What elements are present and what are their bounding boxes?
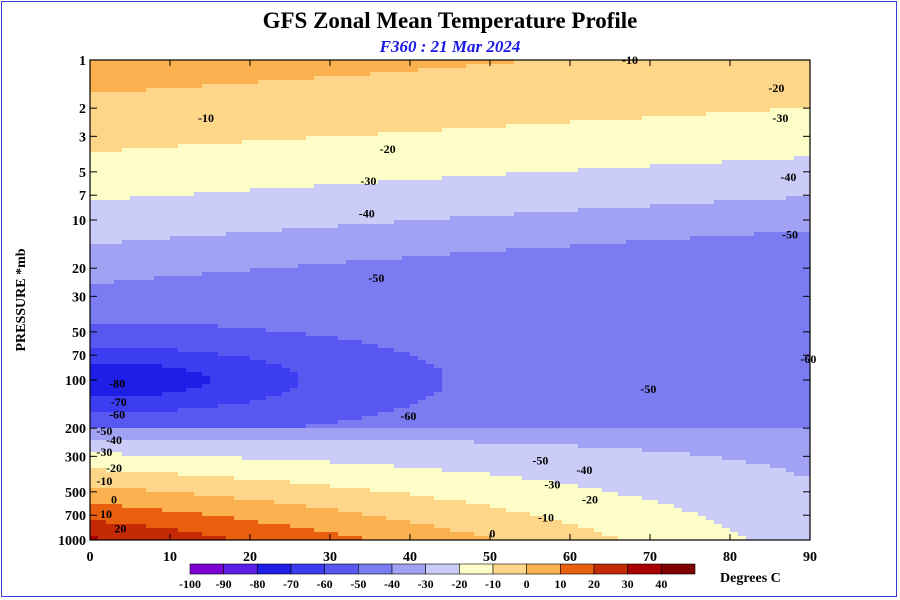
contour-label: -50 xyxy=(782,227,798,241)
colorbar-tick-label: -80 xyxy=(249,577,265,591)
y-tick-label: 2 xyxy=(79,102,86,117)
x-tick-label: 70 xyxy=(643,550,657,565)
contour-label: -30 xyxy=(96,445,112,459)
y-tick-label: 50 xyxy=(72,326,86,341)
y-tick-label: 100 xyxy=(65,374,86,389)
contour-label: -20 xyxy=(106,461,122,475)
contour-label: 0 xyxy=(489,526,495,540)
colorbar-tick-label: -30 xyxy=(418,577,434,591)
plot-border xyxy=(89,59,811,541)
colorbar-tick-label: -50 xyxy=(350,577,366,591)
contour-label: -70 xyxy=(111,395,127,409)
contour-label: -60 xyxy=(400,409,416,423)
contour-label: -40 xyxy=(576,463,592,477)
contour-label: -40 xyxy=(359,206,375,220)
colorbar-swatch xyxy=(189,563,224,575)
contour-label: 10 xyxy=(100,507,112,521)
y-tick-label: 700 xyxy=(65,509,86,524)
contour-label: -50 xyxy=(532,453,548,467)
colorbar-swatch xyxy=(459,563,494,575)
contour-label: 20 xyxy=(114,522,126,536)
contour-label: -40 xyxy=(780,170,796,184)
contour-label: -10 xyxy=(622,53,638,67)
contour-label: 0 xyxy=(111,493,117,507)
contour-label: -60 xyxy=(109,407,125,421)
x-tick-label: 0 xyxy=(87,550,94,565)
colorbar-swatch xyxy=(425,563,460,575)
y-tick-label: 200 xyxy=(65,422,86,437)
temperature-field xyxy=(90,60,810,540)
y-tick-label: 1000 xyxy=(58,534,86,549)
colorbar-swatch xyxy=(257,563,292,575)
x-tick-label: 10 xyxy=(163,550,177,565)
colorbar-swatch xyxy=(560,563,595,575)
y-tick-label: 20 xyxy=(72,262,86,277)
y-tick-label: 30 xyxy=(72,290,86,305)
colorbar-swatch xyxy=(627,563,662,575)
colorbar-swatch xyxy=(223,563,258,575)
y-tick-label: 10 xyxy=(72,214,86,229)
colorbar-swatch xyxy=(290,563,325,575)
y-tick-label: 1 xyxy=(79,54,86,69)
colorbar-tick-label: -90 xyxy=(216,577,232,591)
contour-label: -60 xyxy=(800,352,816,366)
contour-label: -10 xyxy=(538,510,554,524)
colorbar-tick-label: 40 xyxy=(655,577,667,591)
contour-label: -50 xyxy=(368,271,384,285)
x-tick-label: 20 xyxy=(243,550,257,565)
contour-label: -80 xyxy=(109,376,125,390)
colorbar-tick-label: 0 xyxy=(524,577,530,591)
colorbar-swatch xyxy=(358,563,393,575)
colorbar-tick-label: -70 xyxy=(283,577,299,591)
x-tick-label: 60 xyxy=(563,550,577,565)
contour-label: -50 xyxy=(96,424,112,438)
y-tick-label: 5 xyxy=(79,166,86,181)
colorbar-swatch xyxy=(391,563,426,575)
contour-label: -10 xyxy=(198,111,214,125)
colorbar-swatch xyxy=(661,563,696,575)
colorbar-tick-label: -10 xyxy=(485,577,501,591)
contour-label: -50 xyxy=(640,382,656,396)
y-tick-label: 70 xyxy=(72,349,86,364)
contour-label: -30 xyxy=(772,111,788,125)
x-tick-label: 80 xyxy=(723,550,737,565)
colorbar-tick-label: -60 xyxy=(317,577,333,591)
colorbar-tick-label: -100 xyxy=(179,577,201,591)
contour-label: -20 xyxy=(582,493,598,507)
contour-label: -20 xyxy=(380,142,396,156)
x-tick-label: 90 xyxy=(803,550,817,565)
x-tick-label: 50 xyxy=(483,550,497,565)
contour-label: -20 xyxy=(768,81,784,95)
y-tick-label: 500 xyxy=(65,486,86,501)
x-tick-label: 40 xyxy=(403,550,417,565)
y-tick-label: 300 xyxy=(65,450,86,465)
chart-title: GFS Zonal Mean Temperature Profile xyxy=(262,8,638,33)
contour-label: -30 xyxy=(544,478,560,492)
y-tick-label: 7 xyxy=(79,189,86,204)
contour-label: -40 xyxy=(106,433,122,447)
contour-label: -30 xyxy=(360,174,376,188)
chart-subtitle: F360 : 21 Mar 2024 xyxy=(379,37,521,56)
y-tick-label: 3 xyxy=(79,130,86,145)
colorbar-tick-label: -40 xyxy=(384,577,400,591)
colorbar-tick-label: 10 xyxy=(554,577,566,591)
colorbar-swatch xyxy=(526,563,561,575)
colorbar-swatch xyxy=(492,563,527,575)
x-tick-label: 30 xyxy=(323,550,337,565)
colorbar-unit: Degrees C xyxy=(720,571,781,586)
colorbar-swatch xyxy=(324,563,359,575)
contour-label: -10 xyxy=(96,474,112,488)
colorbar-tick-label: -20 xyxy=(451,577,467,591)
colorbar-tick-label: 20 xyxy=(588,577,600,591)
colorbar-swatch xyxy=(593,563,628,575)
colorbar-tick-label: 30 xyxy=(622,577,634,591)
